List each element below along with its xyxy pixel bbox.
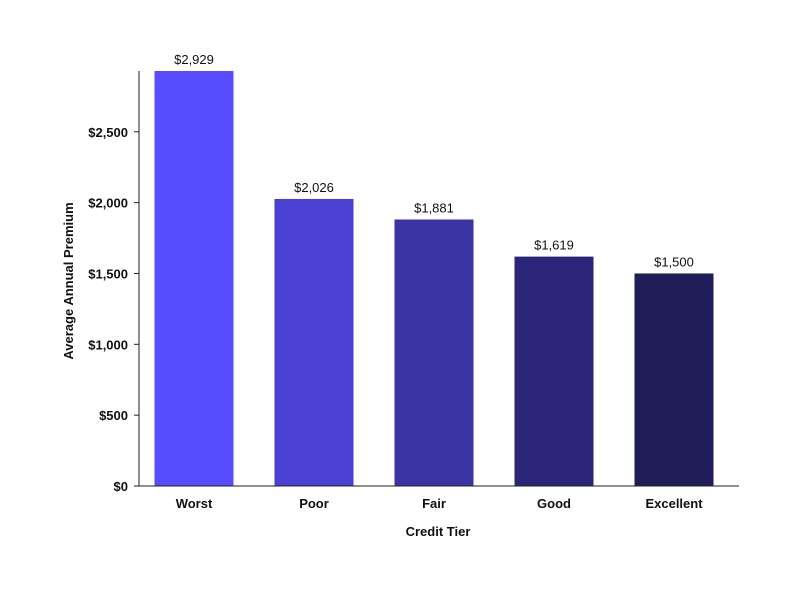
x-tick-label: Excellent — [645, 496, 703, 511]
bar-good — [514, 256, 594, 486]
bar-value-label: $1,619 — [534, 238, 574, 253]
bar-poor — [274, 198, 354, 486]
x-tick-label: Fair — [422, 496, 446, 511]
y-tick-label: $2,000 — [88, 196, 128, 211]
bar-worst — [154, 71, 234, 486]
bar-value-label: $1,500 — [654, 254, 694, 269]
y-tick-label: $0 — [114, 479, 128, 494]
x-axis-labels: Worst Poor Fair Good Excellent — [176, 496, 704, 511]
bar-value-label: $2,929 — [174, 52, 214, 67]
bar-value-label: $1,881 — [414, 200, 454, 215]
bar-excellent — [634, 273, 714, 486]
y-tick-label: $2,500 — [88, 125, 128, 140]
y-axis-title: Average Annual Premium — [61, 202, 76, 359]
bar-fair — [394, 219, 474, 486]
x-axis-title: Credit Tier — [406, 524, 471, 539]
x-tick-label: Good — [537, 496, 571, 511]
y-axis-ticks: $0 $500 $1,000 $1,500 $2,000 $2,500 — [88, 125, 139, 494]
y-tick-label: $1,500 — [88, 266, 128, 281]
y-tick-label: $500 — [99, 408, 128, 423]
data-labels-group: $2,929 $2,026 $1,881 $1,619 $1,500 — [174, 52, 694, 269]
x-tick-label: Worst — [176, 496, 213, 511]
y-tick-label: $1,000 — [88, 337, 128, 352]
x-tick-label: Poor — [299, 496, 329, 511]
bars-group — [154, 71, 714, 486]
bar-value-label: $2,026 — [294, 180, 334, 195]
